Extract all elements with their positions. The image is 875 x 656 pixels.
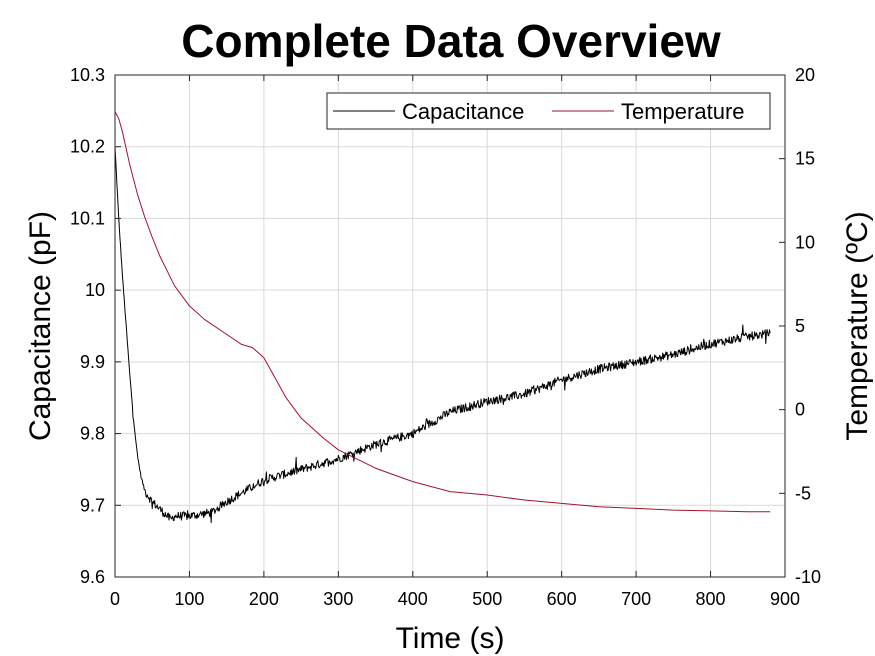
y-left-tick-label: 10.3 — [70, 65, 105, 85]
x-tick-label: 0 — [110, 589, 120, 609]
y-left-tick-label: 10 — [85, 280, 105, 300]
y-axis-left-title: Capacitance (pF) — [24, 211, 57, 441]
y-left-tick-label: 9.7 — [80, 495, 105, 515]
chart-title: Complete Data Overview — [181, 15, 721, 67]
x-tick-label: 700 — [621, 589, 651, 609]
series-layer — [114, 111, 771, 524]
legend: Capacitance Temperature — [326, 92, 771, 130]
y-right-tick-label: -5 — [795, 483, 811, 503]
x-tick-label: 800 — [696, 589, 726, 609]
y-left-tick-label: 10.2 — [70, 137, 105, 157]
series-line-capacitance — [114, 146, 771, 524]
legend-temperature-label: Temperature — [621, 99, 745, 124]
legend-box — [326, 92, 771, 130]
x-axis-title: Time (s) — [396, 622, 505, 655]
x-tick-label: 400 — [398, 589, 428, 609]
x-tick-label: 300 — [323, 589, 353, 609]
y-left-tick-label: 9.8 — [80, 424, 105, 444]
y-left-tick-label: 9.9 — [80, 352, 105, 372]
y-right-tick-label: 20 — [795, 65, 815, 85]
series-line-temperature — [114, 111, 771, 513]
x-tick-label: 900 — [770, 589, 800, 609]
x-tick-label: 200 — [249, 589, 279, 609]
y-axis-right-title: Temperature (ºC) — [841, 211, 874, 440]
x-tick-label: 100 — [174, 589, 204, 609]
y-right-tick-label: 10 — [795, 232, 815, 252]
y-right-tick-label: 15 — [795, 149, 815, 169]
ticks: 0 100 200 300 400 500 600 700 800 9009.69.79.89.9… — [70, 65, 821, 609]
legend-capacitance-label: Capacitance — [402, 99, 524, 124]
plot-area — [115, 75, 785, 577]
y-left-tick-label: 10.1 — [70, 208, 105, 228]
y-right-tick-label: 5 — [795, 316, 805, 336]
y-left-tick-label: 9.6 — [80, 567, 105, 587]
y-right-tick-label: 0 — [795, 400, 805, 420]
x-tick-label: 500 — [472, 589, 502, 609]
y-right-tick-label: -10 — [795, 567, 821, 587]
x-tick-label: 600 — [547, 589, 577, 609]
